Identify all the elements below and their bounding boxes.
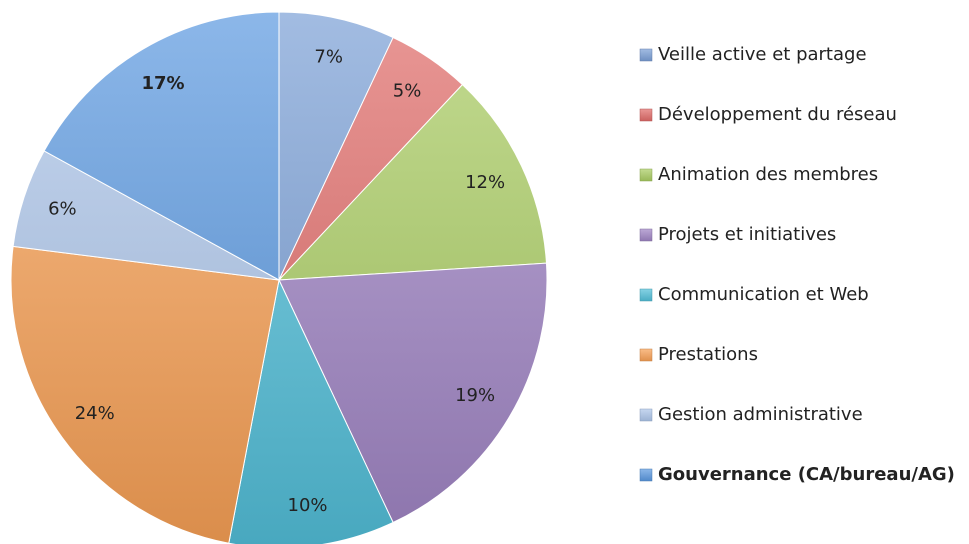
data-label: 7% [314, 47, 343, 68]
legend: Veille active et partage Développement du… [639, 44, 955, 485]
data-labels: 7% 5% 12% 19% 10% 24% 6% 17% [48, 47, 505, 516]
legend-label: Développement du réseau [658, 104, 897, 125]
pie-slice [277, 83, 548, 281]
pie-slice [278, 262, 548, 524]
legend-label: Veille active et partage [658, 44, 867, 65]
legend-label: Prestations [658, 344, 758, 365]
pie-slice [10, 245, 280, 544]
legend-swatch [639, 168, 653, 182]
legend-swatch [639, 468, 653, 482]
data-label: 17% [141, 73, 184, 94]
legend-label: Communication et Web [658, 284, 869, 305]
data-label: 19% [455, 385, 495, 406]
pie-slice [228, 278, 394, 544]
legend-swatch [639, 348, 653, 362]
data-label: 6% [48, 199, 77, 220]
legend-label: Projets et initiatives [658, 224, 836, 245]
legend-swatch [639, 48, 653, 62]
data-label: 5% [393, 81, 422, 102]
pie-slice [43, 11, 280, 281]
legend-swatch [639, 288, 653, 302]
legend-label: Gouvernance (CA/bureau/AG) [658, 464, 955, 485]
pie [10, 11, 548, 544]
legend-swatch [639, 108, 653, 122]
data-label: 12% [465, 172, 505, 193]
legend-label: Gestion administrative [658, 404, 863, 425]
data-label: 24% [75, 403, 115, 424]
legend-swatch [639, 228, 653, 242]
pie-slice [278, 11, 394, 281]
legend-swatch [639, 408, 653, 422]
legend-label: Animation des membres [658, 164, 878, 185]
data-label: 10% [288, 495, 328, 516]
